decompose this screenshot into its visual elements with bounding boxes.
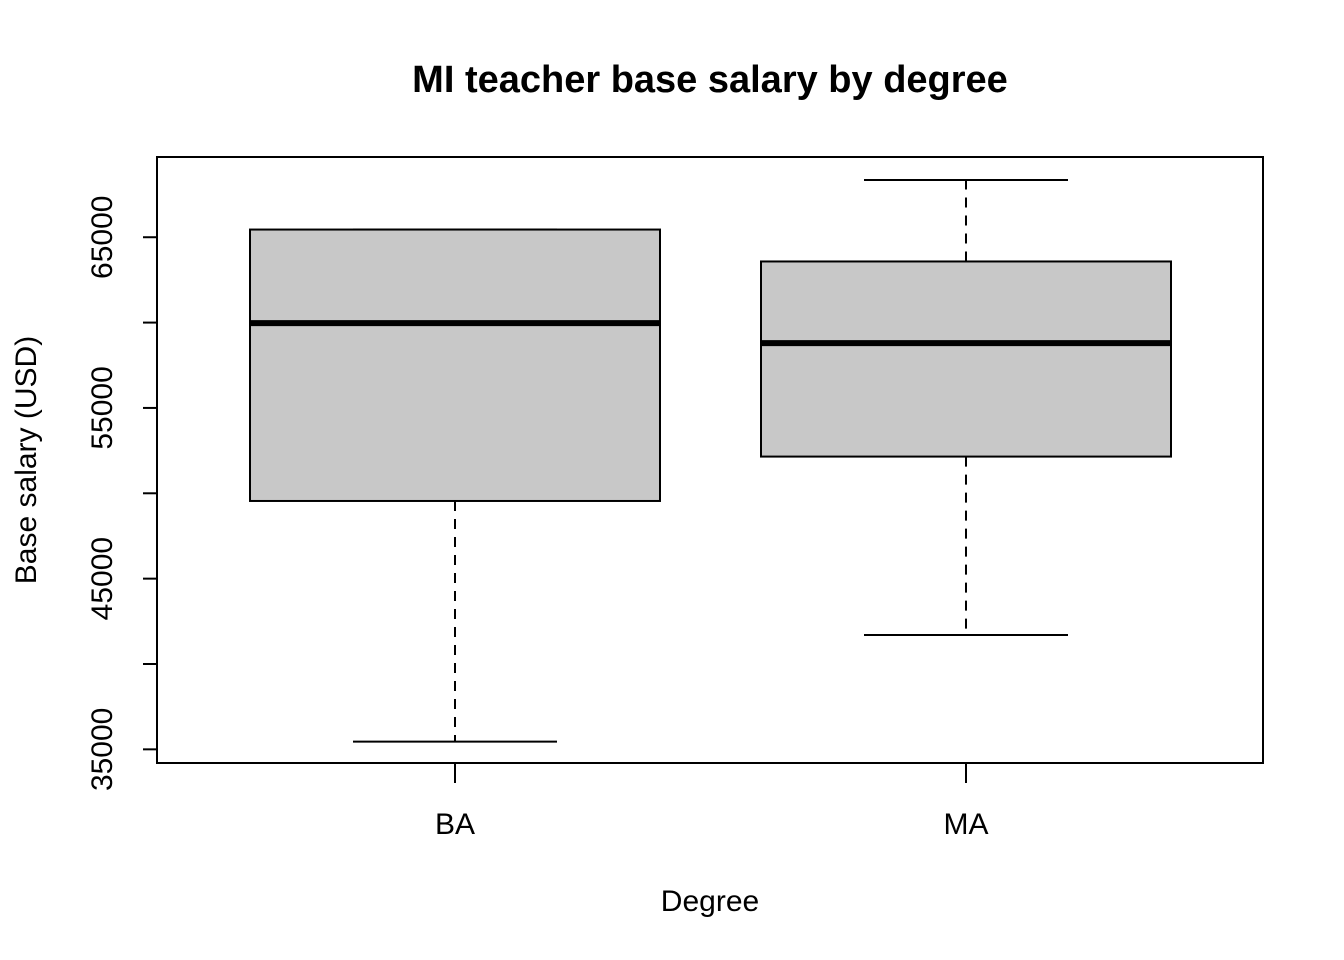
y-axis: 35000 45000 55000 65000	[86, 196, 157, 791]
box-group-ba	[249, 228, 661, 743]
x-tick-label-ba: BA	[435, 808, 475, 841]
y-tick-label-55000: 55000	[86, 366, 119, 449]
plot-frame	[156, 156, 1264, 764]
box-ma	[760, 260, 1172, 458]
x-axis-label: Degree	[661, 885, 759, 918]
x-axis: BA MA	[435, 763, 989, 841]
box-ba	[249, 228, 661, 502]
y-tick-label-35000: 35000	[86, 708, 119, 791]
box-group-ma	[760, 179, 1172, 636]
x-tick-label-ma: MA	[944, 808, 989, 841]
y-tick-label-45000: 45000	[86, 537, 119, 620]
boxes-layer	[249, 179, 1172, 743]
y-tick-label-65000: 65000	[86, 196, 119, 279]
chart-title: MI teacher base salary by degree	[412, 59, 1008, 101]
y-axis-label: Base salary (USD)	[10, 336, 43, 584]
